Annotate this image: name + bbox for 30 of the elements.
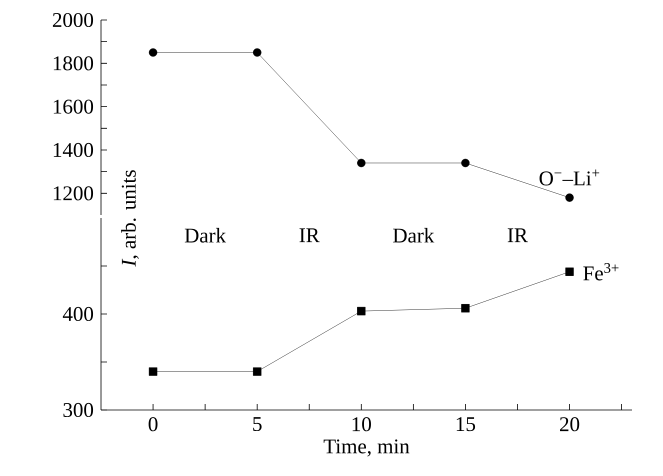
x-tick-label: 20 bbox=[560, 417, 580, 432]
x-axis-title: Time, min bbox=[324, 439, 410, 456]
point bbox=[357, 306, 366, 316]
y-tick-label: 2000 bbox=[52, 12, 94, 28]
y-tick-label: 1600 bbox=[54, 100, 94, 114]
x-tick-label: 5 bbox=[253, 417, 262, 432]
point bbox=[148, 367, 158, 376]
y-tick-label: 1400 bbox=[54, 142, 94, 158]
x-tick-label: 10 bbox=[352, 417, 371, 432]
point bbox=[461, 158, 470, 168]
y-tick-label: 1200 bbox=[54, 186, 94, 200]
point bbox=[565, 193, 574, 202]
y-tick-label: 400 bbox=[62, 306, 94, 322]
point bbox=[461, 304, 470, 312]
y-tick-label: 300 bbox=[63, 402, 94, 418]
point bbox=[148, 48, 158, 57]
y-tick-label: 1800 bbox=[54, 56, 94, 70]
x-tick-label: 15 bbox=[456, 417, 476, 432]
point bbox=[252, 48, 262, 57]
y-axis-title: I, arb. units bbox=[121, 170, 139, 267]
x-tick-label: 0 bbox=[148, 417, 158, 432]
point bbox=[252, 367, 262, 376]
annotation: Dark bbox=[393, 228, 434, 243]
point bbox=[565, 268, 574, 276]
series-label: Fe$^{3+}$ bbox=[583, 263, 618, 280]
annotation: Dark bbox=[184, 228, 226, 243]
annotation: IR bbox=[300, 228, 320, 242]
series-label: O$^{−}$–Li$^{+}$ bbox=[540, 170, 600, 186]
annotation: IR bbox=[508, 228, 528, 242]
point bbox=[357, 158, 366, 168]
